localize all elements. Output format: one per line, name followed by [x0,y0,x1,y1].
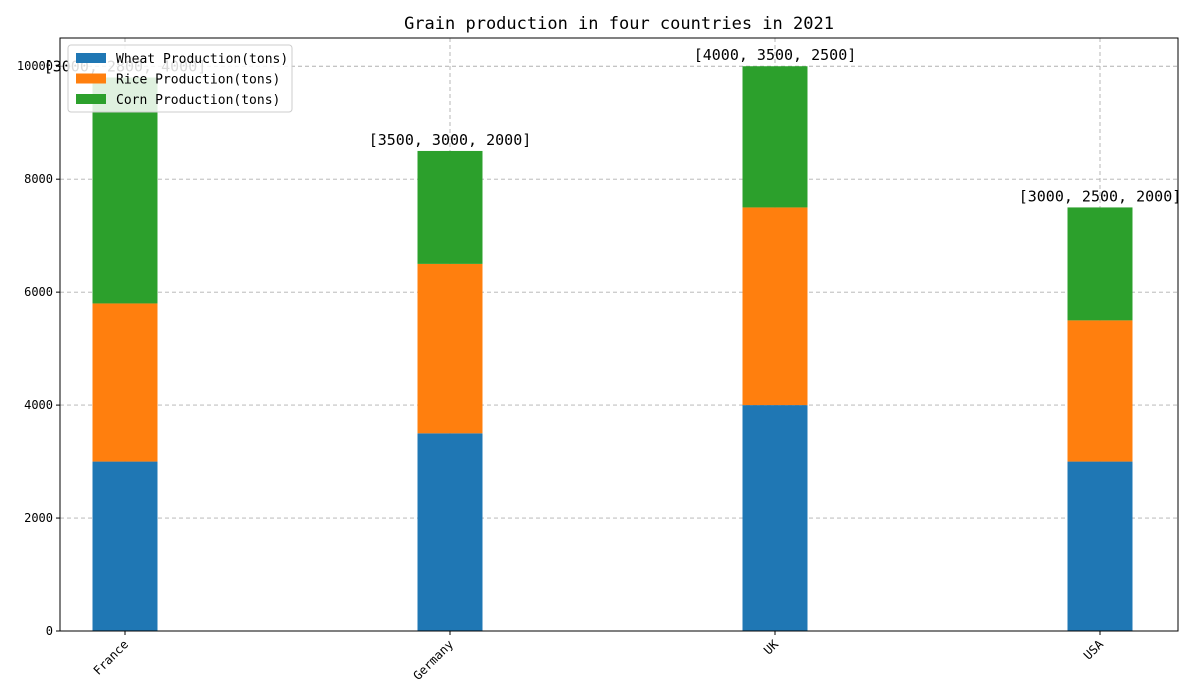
bar-wheat-uk [742,405,808,631]
bar-corn-uk [742,66,808,208]
legend-label: Rice Production(tons) [116,73,280,88]
bar-value-label: [4000, 3500, 2500] [694,46,857,64]
chart-title: Grain production in four countries in 20… [404,14,834,34]
legend-label: Wheat Production(tons) [116,52,288,67]
bar-corn-france [92,77,158,304]
plot-frame [59,37,1179,632]
x-tick-label: France [91,637,132,678]
legend-box [67,44,293,113]
y-axis: 0 2000 4000 6000 8000 10000 [17,59,60,638]
legend-swatch [76,73,106,84]
bar-rice-uk [742,207,808,406]
bars [92,66,1133,631]
y-tick-label: 2000 [24,511,53,525]
bar-wheat-germany [417,433,483,631]
bar-rice-france [92,303,158,462]
grid-lines [60,38,1178,632]
bar-rice-germany [417,263,483,434]
y-tick-label: 10000 [17,59,53,73]
x-tick-label: Germany [410,637,456,683]
bar-corn-germany [417,150,483,264]
bar-value-label: [3000, 2500, 2000] [1019,187,1182,205]
legend-label: Corn Production(tons) [116,93,280,108]
bar-wheat-france [92,461,158,631]
bar-value-label: [3500, 3000, 2000] [369,131,532,149]
x-tick-label: USA [1081,637,1107,663]
y-tick-label: 8000 [24,172,53,186]
y-tick-label: 0 [46,624,53,638]
legend-swatch [76,94,106,104]
y-tick-label: 6000 [24,285,53,299]
bar-wheat-usa [1067,461,1133,631]
legend-swatch [76,53,106,63]
x-axis: France Germany UK USA [91,631,1107,683]
bar-corn-usa [1067,207,1133,321]
y-tick-label: 4000 [24,398,53,412]
legend: Wheat Production(tons) Rice Production(to… [67,44,293,113]
bar-rice-usa [1067,320,1133,462]
x-tick-label: UK [761,637,782,658]
